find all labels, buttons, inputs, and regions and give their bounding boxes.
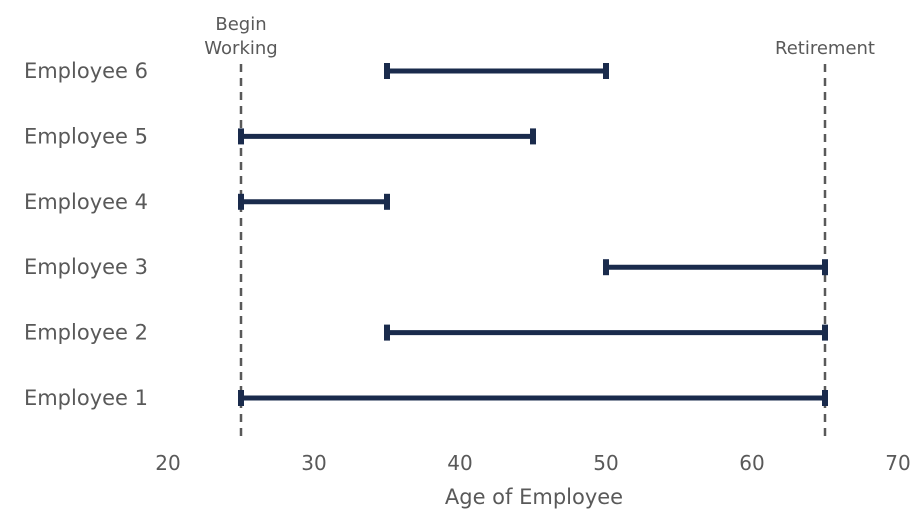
range-bar-employee-3 bbox=[603, 259, 828, 276]
range-bars bbox=[238, 63, 828, 406]
x-tick-label: 20 bbox=[155, 451, 180, 475]
reference-label-line: Retirement bbox=[775, 38, 875, 59]
range-end-cap bbox=[384, 193, 390, 210]
range-end-cap bbox=[530, 128, 536, 145]
range-bar-employee-2 bbox=[384, 324, 828, 341]
range-start-cap bbox=[384, 63, 390, 79]
range-bar-employee-5 bbox=[238, 128, 536, 145]
range-start-cap bbox=[238, 193, 244, 210]
x-tick-label: 30 bbox=[301, 451, 326, 475]
reference-lines: Begin Working Retirement bbox=[204, 14, 875, 437]
x-tick-label: 60 bbox=[739, 451, 764, 475]
range-start-cap bbox=[238, 128, 244, 145]
reference-label-2: Retirement bbox=[775, 38, 875, 59]
range-start-cap bbox=[384, 324, 390, 341]
category-label: Employee 2 bbox=[24, 321, 148, 345]
reference-label-1: Begin Working bbox=[204, 14, 277, 59]
x-axis-title: Age of Employee bbox=[445, 485, 623, 509]
category-labels: Employee 6 Employee 5 Employee 4 Employee 3… bbox=[24, 59, 148, 410]
category-label: Employee 5 bbox=[24, 124, 148, 148]
x-tick-labels: 20 30 40 50 60 70 bbox=[155, 451, 910, 475]
range-bar-employee-4 bbox=[238, 193, 390, 210]
x-tick-label: 40 bbox=[447, 451, 472, 475]
range-end-cap bbox=[822, 259, 828, 276]
category-label: Employee 6 bbox=[24, 59, 148, 83]
range-start-cap bbox=[603, 259, 609, 276]
range-end-cap bbox=[822, 390, 828, 406]
category-label: Employee 4 bbox=[24, 190, 148, 214]
x-tick-label: 70 bbox=[885, 451, 910, 475]
range-start-cap bbox=[238, 390, 244, 406]
range-bar-employee-1 bbox=[238, 390, 828, 406]
reference-label-line: Working bbox=[204, 38, 277, 59]
category-label: Employee 3 bbox=[24, 255, 148, 279]
range-bar-employee-6 bbox=[384, 63, 609, 79]
category-label: Employee 1 bbox=[24, 386, 148, 410]
range-end-cap bbox=[822, 324, 828, 341]
reference-label-line: Begin bbox=[215, 14, 266, 35]
x-tick-label: 50 bbox=[593, 451, 618, 475]
range-end-cap bbox=[603, 63, 609, 79]
